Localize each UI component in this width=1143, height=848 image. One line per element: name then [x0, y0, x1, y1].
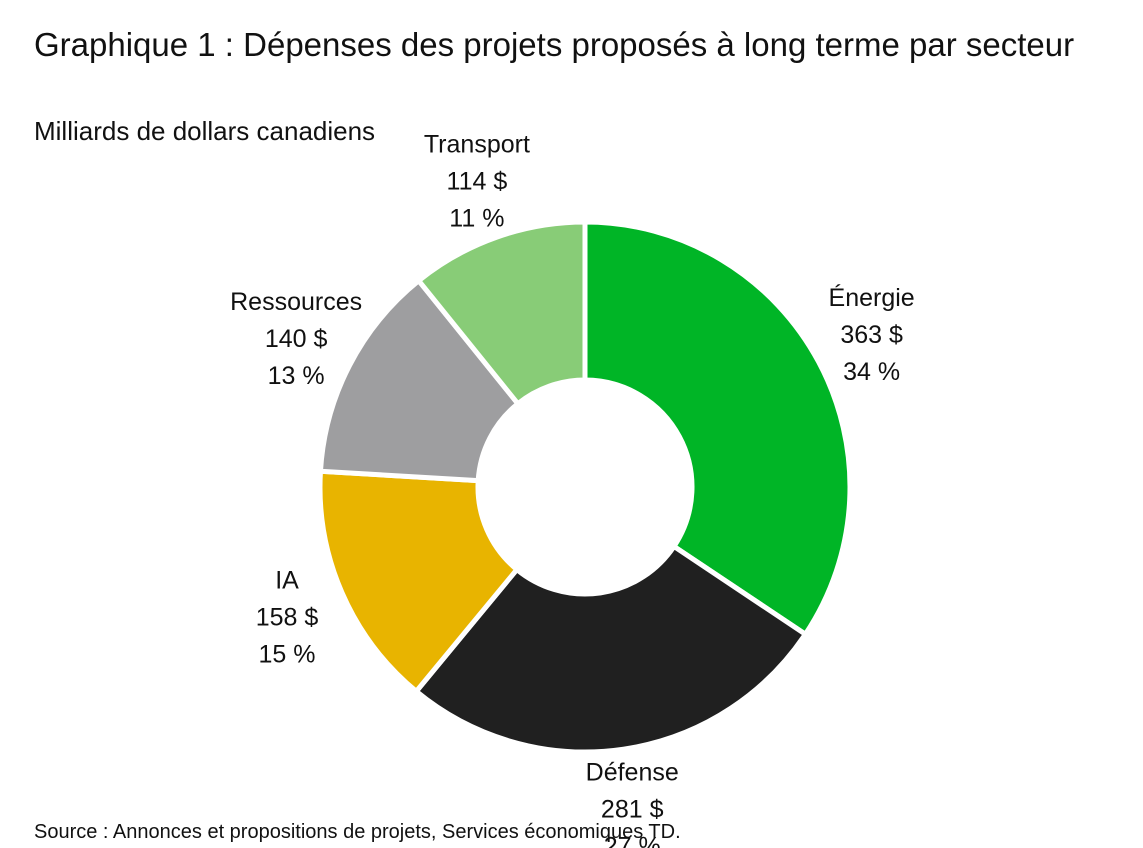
slice-ia — [317, 468, 520, 694]
slice-name-label: Énergie — [829, 283, 915, 312]
slice-percent-label: 27 % — [604, 833, 661, 848]
slice-percent-label: 11 % — [449, 205, 504, 233]
slice-defense — [413, 543, 808, 755]
chart-source: Source : Annonces et propositions de pro… — [34, 821, 681, 843]
slice-value-label: 363 $ — [840, 321, 903, 349]
slice-percent-label: 15 % — [259, 641, 316, 669]
slice-value-label: 281 $ — [601, 796, 664, 824]
slice-value-label: 114 $ — [447, 168, 508, 196]
slice-label-defense: Défense 281 $ 27 % — [586, 759, 679, 848]
slice-percent-label: 13 % — [268, 362, 325, 390]
slice-label-energie: Énergie 363 $ 34 % — [829, 283, 915, 386]
slice-label-ressources: Ressources 140 $ 13 % — [230, 288, 362, 390]
slices-layer — [317, 219, 853, 755]
slice-label-ia: IA 158 $ 15 % — [256, 567, 319, 669]
slice-ressources — [317, 278, 521, 484]
slice-transport — [416, 219, 588, 407]
slice-value-label: 140 $ — [265, 325, 328, 353]
slice-label-transport: Transport 114 $ 11 % — [424, 131, 530, 233]
slice-name-label: Défense — [586, 759, 679, 787]
slice-name-label: Transport — [424, 131, 530, 159]
slice-energie — [582, 219, 853, 637]
slice-percent-label: 34 % — [843, 358, 900, 386]
chart-subtitle: Milliards de dollars canadiens — [34, 116, 376, 146]
chart-title: Graphique 1 : Dépenses des projets propo… — [34, 26, 1075, 63]
slice-name-label: Ressources — [230, 288, 362, 316]
labels-layer: Énergie 363 $ 34 % Défense 281 $ 27 % IA 158 $ 1… — [230, 131, 915, 848]
slice-name-label: IA — [275, 567, 299, 595]
slice-value-label: 158 $ — [256, 604, 319, 632]
